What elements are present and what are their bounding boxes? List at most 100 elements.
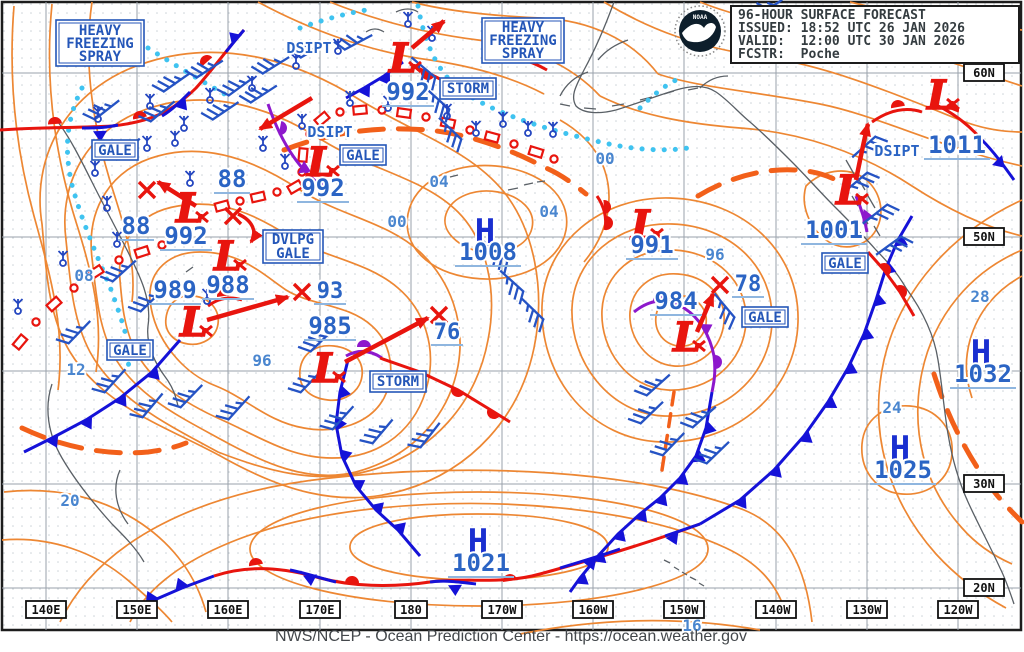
svg-text:DVLPG: DVLPG bbox=[272, 232, 314, 248]
latitude-label: 50N bbox=[963, 227, 1005, 246]
forecast-value: 78 bbox=[735, 272, 762, 297]
map-frame bbox=[0, 0, 1023, 632]
low-value: 88 bbox=[218, 165, 247, 193]
dsipt-label: DSIPT bbox=[874, 142, 919, 160]
low-symbol bbox=[386, 33, 423, 84]
svg-text:140W: 140W bbox=[762, 603, 792, 617]
forecast-value: 76 bbox=[434, 320, 461, 345]
svg-text:STORM: STORM bbox=[377, 374, 419, 390]
svg-text:30N: 30N bbox=[973, 477, 995, 491]
latitude-label: 20N bbox=[963, 578, 1005, 597]
heavy-freezing-spray-box: HEAVY FREEZING SPRAY bbox=[55, 19, 145, 67]
noaa-logo: NOAA bbox=[674, 5, 726, 57]
svg-text:160E: 160E bbox=[214, 603, 243, 617]
longitude-label: 170E bbox=[299, 600, 341, 619]
high-value: 1025 bbox=[874, 456, 932, 484]
svg-text:SPRAY: SPRAY bbox=[502, 46, 545, 62]
low-value: 989 bbox=[153, 276, 196, 304]
dsipt-label: DSIPT bbox=[307, 123, 352, 141]
heavy-freezing-spray-box: HEAVY FREEZING SPRAY bbox=[481, 17, 565, 64]
graticule-labels: 60N 50N 30N 20N 140E 150E 160E 170E 180 … bbox=[25, 63, 1005, 619]
svg-text:130W: 130W bbox=[853, 603, 883, 617]
low-centre-values: 992 992 88 88 992 989 988 985 991 984 10… bbox=[118, 76, 990, 342]
low-value: 984 bbox=[654, 287, 697, 315]
noaa-bird-icon bbox=[682, 22, 716, 43]
forecast-position-values: 93 76 78 bbox=[314, 270, 764, 347]
svg-text:150W: 150W bbox=[670, 603, 700, 617]
svg-text:170W: 170W bbox=[488, 603, 518, 617]
svg-text:HEAVY: HEAVY bbox=[502, 20, 545, 36]
low-value: 88 bbox=[122, 212, 151, 240]
svg-text:20N: 20N bbox=[973, 581, 995, 595]
svg-text:170E: 170E bbox=[306, 603, 335, 617]
svg-text:60N: 60N bbox=[973, 66, 995, 80]
high-value: 1008 bbox=[459, 238, 517, 266]
low-value: 992 bbox=[301, 174, 344, 202]
low-symbol bbox=[670, 312, 707, 363]
svg-text:GALE: GALE bbox=[113, 343, 147, 359]
longitude-label: 150W bbox=[663, 600, 705, 619]
forecast-value: 93 bbox=[317, 279, 344, 304]
low-value: 1011 bbox=[928, 131, 986, 159]
noaa-logo-text: NOAA bbox=[693, 14, 708, 21]
freezing-spray-boundary bbox=[64, 3, 691, 371]
svg-text:FREEZING: FREEZING bbox=[489, 33, 556, 49]
svg-text:150E: 150E bbox=[123, 603, 152, 617]
isobar-label: 00 bbox=[387, 212, 406, 231]
svg-text:140E: 140E bbox=[32, 603, 61, 617]
gale-box: GALE bbox=[821, 252, 869, 274]
low-value: 992 bbox=[386, 78, 429, 106]
storm-box: STORM bbox=[439, 77, 497, 100]
svg-text:FREEZING: FREEZING bbox=[66, 36, 133, 52]
isobar-label: 24 bbox=[882, 398, 901, 417]
dsipt-label: DSIPT bbox=[286, 39, 331, 57]
longitude-label: 160E bbox=[207, 600, 249, 619]
low-symbol bbox=[833, 165, 870, 216]
low-value: 992 bbox=[164, 222, 207, 250]
longitude-label: 130W bbox=[846, 600, 888, 619]
low-value: 991 bbox=[630, 231, 673, 259]
isobar-label: 04 bbox=[539, 202, 558, 221]
high-value: 1032 bbox=[954, 360, 1012, 388]
svg-text:GALE: GALE bbox=[98, 143, 132, 159]
isobar-label: 12 bbox=[66, 360, 85, 379]
storm-box: STORM bbox=[369, 370, 427, 393]
latitude-label: 30N bbox=[963, 474, 1005, 493]
low-value: 1001 bbox=[805, 216, 863, 244]
svg-text:SPRAY: SPRAY bbox=[79, 49, 122, 65]
footer-credit: NWS/NCEP - Ocean Prediction Center - htt… bbox=[275, 628, 747, 645]
high-centres: H 1008 H 1021 H 1025 H 1032 bbox=[448, 210, 1016, 579]
hazard-boxes: HEAVY FREEZING SPRAY HEAVY FREEZING SPRA… bbox=[55, 17, 869, 393]
svg-text:GALE: GALE bbox=[346, 148, 380, 164]
svg-text:GALE: GALE bbox=[748, 310, 782, 326]
isobar-label: 16 bbox=[682, 616, 701, 635]
title-block: 96-HOUR SURFACE FORECAST ISSUED: 18:52 U… bbox=[730, 5, 1020, 64]
gale-box: GALE bbox=[339, 144, 387, 166]
isobar-label: 00 bbox=[595, 149, 614, 168]
isobar-label: 08 bbox=[74, 266, 93, 285]
high-symbol: H bbox=[468, 522, 488, 562]
isobar-label: 96 bbox=[252, 351, 271, 370]
dvlpg-gale-box: DVLPG GALE bbox=[262, 229, 324, 264]
gale-box: GALE bbox=[106, 339, 154, 361]
svg-text:160W: 160W bbox=[579, 603, 609, 617]
low-symbol bbox=[177, 297, 214, 348]
isobar-value-labels: 08 12 20 96 00 04 04 00 96 16 24 28 bbox=[58, 147, 991, 637]
svg-text:GALE: GALE bbox=[276, 246, 310, 262]
svg-text:180: 180 bbox=[400, 603, 422, 617]
low-value: 985 bbox=[308, 312, 351, 340]
low-symbol bbox=[310, 343, 347, 394]
map-dot-field bbox=[2, 2, 1021, 630]
chart-title: 96-HOUR SURFACE FORECAST bbox=[738, 8, 926, 23]
longitude-label: 120W bbox=[937, 600, 979, 619]
high-value: 1021 bbox=[452, 549, 510, 577]
high-symbol: H bbox=[971, 333, 991, 373]
isobar-label: 04 bbox=[429, 172, 448, 191]
longitude-label: 140E bbox=[25, 600, 67, 619]
svg-text:HEAVY: HEAVY bbox=[79, 23, 122, 39]
gale-box: GALE bbox=[741, 306, 789, 328]
longitude-label: 140W bbox=[755, 600, 797, 619]
low-value: 988 bbox=[206, 271, 249, 299]
latitude-label: 60N bbox=[963, 63, 1005, 82]
